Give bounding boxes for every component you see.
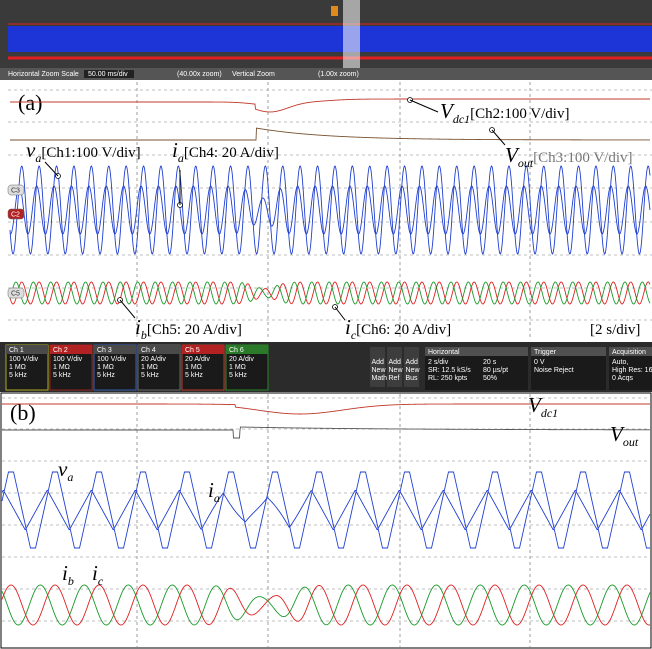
status-value: 0 V [534,359,545,366]
button-label: New [372,367,387,374]
channel-setting: 1 MΩ [229,364,246,371]
button-label: Add [389,359,402,366]
page: {"toolbar": {"zoom_label": "Horizontal Z… [0,0,652,649]
channel-marker-label: C2 [11,212,20,219]
annotation-text: [Ch6: 20 A/div] [356,322,451,338]
annotation-subscript: out [518,156,534,170]
channel-name: Ch 2 [53,347,68,354]
channel-setting: 1 MΩ [53,364,70,371]
channel-setting: 5 kHz [185,372,203,379]
annotation-text: [Ch1:100 V/div] [41,145,140,161]
button-label: New [406,367,421,374]
annotation-subscript: out [623,435,639,449]
button-label: Add [372,359,385,366]
button-label: New [389,367,404,374]
channel-setting: 5 kHz [9,372,27,379]
channel-marker-label: C3 [11,188,20,195]
status-value: High Res: 16 [612,367,652,374]
status-title: Acquisition [612,349,646,356]
trigger-flag [331,6,338,16]
channel-name: Ch 4 [141,347,156,354]
channel-setting: 1 MΩ [9,364,26,371]
timebase: [2 s/div] [590,322,640,338]
button-label: Add [406,359,419,366]
channel-setting: 100 V/div [53,356,83,363]
channel-name: Ch 3 [97,347,112,354]
annotation-subscript: dc1 [453,112,470,126]
channel-setting: 5 kHz [53,372,71,379]
channel-setting: 1 MΩ [97,364,114,371]
status-title: Trigger [534,349,557,356]
button-label: Math [372,375,388,382]
status-value: 2 s/div [428,359,449,366]
status-value: RL: 250 kpts [428,375,468,382]
toolbar-label: (1.00x zoom) [318,71,359,78]
channel-setting: 100 V/div [97,356,127,363]
overview-wave [8,26,652,52]
zoom-window [343,0,360,68]
annotation-subscript: a [214,491,220,505]
channel-setting: 20 A/div [229,356,254,363]
status-value: 80 µs/pt [483,367,508,374]
channel-setting: 20 A/div [185,356,210,363]
button-label: Ref [389,375,400,382]
panel-label: (a) [18,90,42,115]
annotation-subscript: b [68,574,74,588]
annotation-text: [Ch3:100 V/div] [533,150,632,166]
channel-setting: 100 V/div [9,356,39,363]
toolbar-label: Vertical Zoom [232,71,275,78]
toolbar-label: Horizontal Zoom Scale [8,71,79,78]
annotation-text: [Ch2:100 V/div] [470,106,569,122]
toolbar-value: 50.00 ms/div [88,71,128,78]
channel-setting: 5 kHz [141,372,159,379]
button-label: Bus [406,375,419,382]
channel-setting: 5 kHz [229,372,247,379]
channel-name: Ch 6 [229,347,244,354]
status-value: Noise Reject [534,367,574,374]
figure: Horizontal Zoom Scale 50.00 ms/div (40.0… [0,0,652,649]
channel-name: Ch 1 [9,347,24,354]
status-value: Auto, [612,359,628,366]
annotation-subscript: a [67,470,73,484]
channel-name: Ch 5 [185,347,200,354]
channel-setting: 5 kHz [97,372,115,379]
channel-setting: 20 A/div [141,356,166,363]
channel-marker-label: C5 [11,291,20,298]
status-value: 0 Acqs [612,375,634,382]
status-value: 20 s [483,359,497,366]
panel-b [1,393,651,648]
status-title: Horizontal [428,349,460,356]
annotation-text: [Ch5: 20 A/div] [147,322,242,338]
status-value: SR: 12.5 kS/s [428,367,471,374]
annotation-subscript: dc1 [541,406,558,420]
channel-setting: 1 MΩ [185,364,202,371]
annotation-text: [Ch4: 20 A/div] [184,145,279,161]
status-value: 50% [483,375,497,382]
toolbar-label: (40.00x zoom) [177,71,222,78]
annotation-subscript: c [98,574,104,588]
channel-setting: 1 MΩ [141,364,158,371]
